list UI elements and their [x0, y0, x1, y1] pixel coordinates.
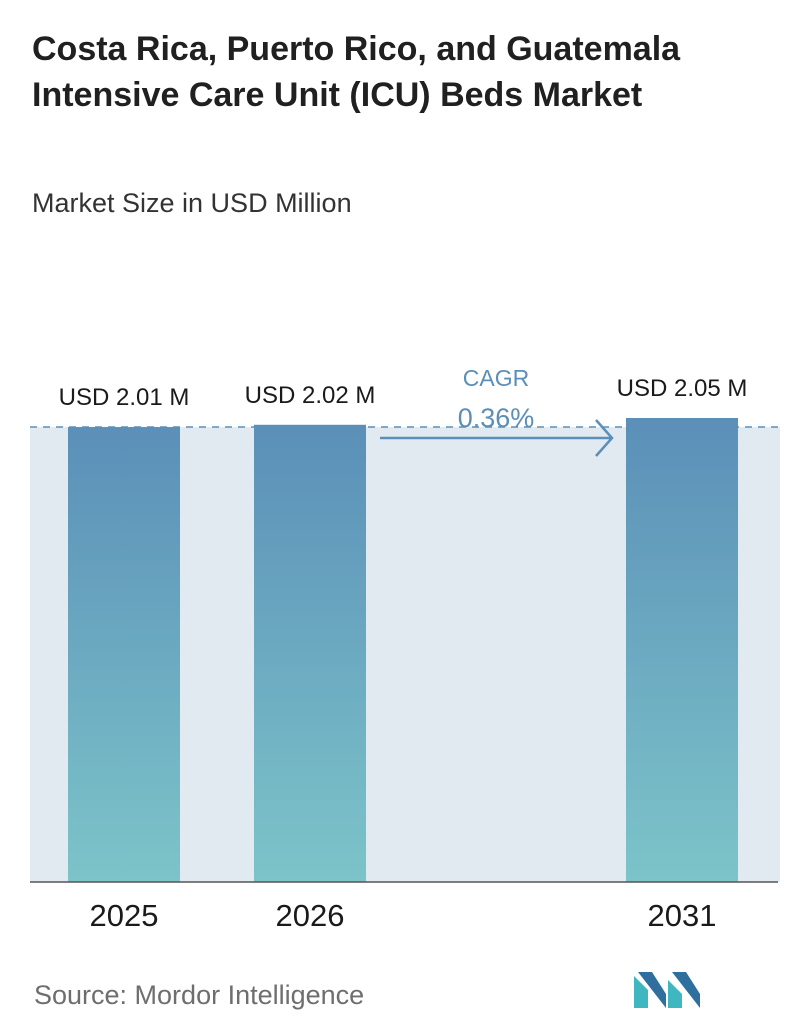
bar-chart: USD 2.01 M 2025 USD 2.02 M 2026 USD 2.05 M 20…	[30, 365, 780, 933]
bar-2031	[626, 418, 738, 882]
chart-subtitle: Market Size in USD Million	[32, 188, 352, 218]
mordor-intelligence-logo-icon	[634, 972, 700, 1008]
tick-label-2025: 2025	[90, 898, 159, 933]
chart-title: Costa Rica, Puerto Rico, and Guatemala I…	[32, 30, 681, 114]
source-label: Source: Mordor Intelligence	[34, 980, 365, 1010]
value-label-2026: USD 2.02 M	[245, 382, 376, 409]
value-label-2025: USD 2.01 M	[59, 384, 190, 411]
value-label-2031: USD 2.05 M	[617, 375, 748, 402]
bar-2026	[254, 424, 366, 882]
cagr-value: 0.36%	[458, 403, 535, 433]
cagr-arrow-head	[595, 419, 614, 457]
tick-label-2026: 2026	[276, 898, 345, 933]
cagr-label: CAGR	[463, 365, 529, 391]
tick-label-2031: 2031	[648, 898, 717, 933]
bar-2025	[68, 427, 180, 882]
